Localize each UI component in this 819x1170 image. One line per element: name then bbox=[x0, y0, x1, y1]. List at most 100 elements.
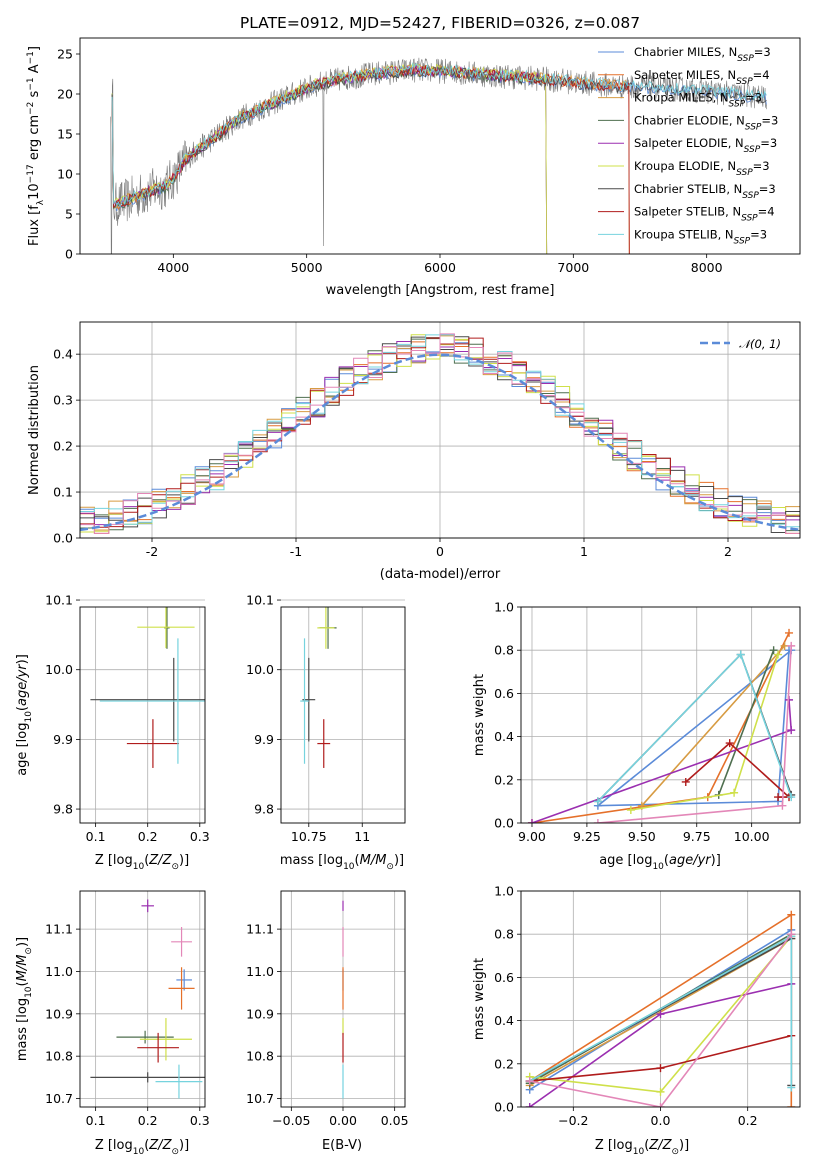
y-tick-label: 10.8 bbox=[45, 1049, 73, 1064]
y-tick-label: 0.6 bbox=[494, 686, 514, 701]
weight-marker bbox=[527, 819, 536, 823]
weight-marker bbox=[787, 1083, 796, 1092]
legend-residuals: 𝒩(0, 1) bbox=[700, 337, 781, 351]
y-axis-label: mass weight bbox=[472, 674, 487, 756]
weight-marker bbox=[778, 801, 787, 810]
y-tick-label: 11.0 bbox=[246, 964, 274, 979]
weight-marker bbox=[593, 819, 602, 823]
x-axis-label: mass [log10(M/M⊙)] bbox=[280, 853, 404, 872]
gridlines-age-vs-mass bbox=[281, 599, 405, 823]
y-tick-label: 0.2 bbox=[494, 772, 514, 787]
x-tick-label: 8000 bbox=[691, 260, 723, 275]
x-tick-label: 0.00 bbox=[329, 1113, 357, 1128]
normal-curve bbox=[80, 353, 800, 532]
errorbar-point bbox=[99, 638, 205, 764]
errorbar-point bbox=[390, 539, 399, 553]
y-tick-label: 1.0 bbox=[494, 884, 514, 899]
histogram-pink bbox=[80, 333, 800, 534]
axes-frame-age-vs-Z bbox=[79, 606, 206, 824]
legend-entry: Salpeter MILES, NSSP=4 bbox=[634, 68, 770, 87]
weight-marker bbox=[656, 1087, 665, 1096]
weight-marker bbox=[656, 1010, 665, 1019]
y-tick-label: 20 bbox=[57, 87, 73, 102]
spectrum-lines bbox=[110, 57, 767, 254]
axes-spectrum: 4000 5000 6000 7000 8000 0 5 10 15 20 25 bbox=[57, 47, 723, 276]
x-tick-label: 0.2 bbox=[138, 1113, 158, 1128]
y-tick-label: 0.4 bbox=[53, 347, 73, 362]
weight-marker bbox=[656, 1064, 665, 1073]
x-axis-label: wavelength [Angstrom, rest frame] bbox=[326, 283, 555, 298]
y-tick-label: 10 bbox=[57, 167, 73, 182]
x-tick-label: 10.00 bbox=[734, 829, 770, 844]
lines-weight-vs-Z bbox=[525, 910, 796, 1107]
y-tick-label: 25 bbox=[57, 47, 73, 62]
x-tick-label: 1 bbox=[580, 544, 588, 559]
weight-marker bbox=[736, 650, 745, 659]
x-tick-label: 0.3 bbox=[190, 1113, 210, 1128]
legend-entry: Salpeter ELODIE, NSSP=3 bbox=[634, 136, 777, 155]
weight-marker bbox=[774, 650, 783, 659]
x-tick-label: 6000 bbox=[424, 260, 456, 275]
errorbar-point bbox=[172, 556, 188, 584]
y-tick-label: 9.8 bbox=[254, 802, 274, 817]
weight-line-kroupa-miles bbox=[641, 645, 786, 807]
model-line-chabrier-elodie bbox=[111, 65, 548, 254]
weight-marker bbox=[626, 806, 635, 815]
weight-line-salpeter-miles bbox=[531, 632, 790, 823]
x-tick-label: 11 bbox=[354, 829, 370, 844]
x-tick-label: 4000 bbox=[157, 260, 189, 275]
legend-entry: Salpeter STELIB, NSSP=4 bbox=[634, 205, 775, 224]
axes-age-vs-Z: 0.1 0.2 0.3 9.8 9.9 10.0 10.1 bbox=[45, 593, 210, 844]
weight-marker bbox=[787, 726, 796, 735]
gridlines-mass-vs-Z bbox=[80, 891, 205, 1107]
y-tick-label: 15 bbox=[57, 127, 73, 142]
legend-entry: Chabrier ELODIE, NSSP=3 bbox=[634, 113, 778, 132]
x-axis-label: Z [log10(Z/Z⊙)] bbox=[595, 1138, 689, 1157]
y-tick-label: 9.9 bbox=[254, 732, 274, 747]
x-axis-label: Z [log10(Z/Z⊙)] bbox=[95, 853, 189, 872]
x-axis-label: age [log10(age/yr)] bbox=[599, 853, 721, 872]
axes-frame-age-vs-mass bbox=[280, 606, 406, 824]
y-tick-label: 0.2 bbox=[53, 439, 73, 454]
gridlines-weight-vs-Z bbox=[521, 890, 800, 1108]
model-line-kroupa-elodie bbox=[111, 62, 548, 254]
x-tick-label: 0.0 bbox=[651, 1113, 671, 1128]
x-tick-label: 0 bbox=[436, 544, 444, 559]
weight-marker bbox=[730, 788, 739, 797]
weight-line-chabrier-elodie bbox=[717, 649, 775, 796]
weight-marker bbox=[769, 646, 778, 655]
errorbar-point bbox=[317, 607, 335, 649]
x-tick-label: 2 bbox=[724, 544, 732, 559]
y-tick-label: 0.0 bbox=[494, 816, 514, 831]
axes-frame-mass-vs-Z bbox=[79, 890, 206, 1108]
y-tick-label: 0.2 bbox=[494, 1056, 514, 1071]
weight-line-chabrier-miles bbox=[595, 649, 792, 807]
y-tick-label: 0 bbox=[65, 247, 73, 262]
errorbar-point bbox=[116, 1030, 174, 1044]
legend-entry: Kroupa ELODIE, NSSP=3 bbox=[634, 159, 770, 178]
histogram-steps bbox=[80, 333, 800, 534]
y-tick-label: 10.7 bbox=[45, 1091, 73, 1106]
errorbar-point bbox=[317, 719, 331, 768]
y-tick-label: 0.3 bbox=[53, 393, 73, 408]
x-tick-label: 10.75 bbox=[291, 829, 327, 844]
y-tick-label: 11.1 bbox=[45, 922, 73, 937]
y-tick-label: 10.0 bbox=[246, 662, 274, 677]
gridlines-age-vs-Z bbox=[80, 599, 205, 823]
x-tick-label: 0.3 bbox=[190, 829, 210, 844]
axes-frame-weight-vs-age bbox=[520, 606, 801, 824]
x-axis-label: Z [log10(Z/Z⊙)] bbox=[95, 1138, 189, 1157]
errorbars-mass-vs-Z bbox=[90, 899, 205, 1099]
x-tick-label: 9.75 bbox=[683, 829, 711, 844]
x-axis-label: (data-model)/error bbox=[380, 567, 501, 582]
y-tick-label: 10.9 bbox=[45, 1006, 73, 1021]
weight-marker bbox=[656, 1103, 665, 1107]
x-tick-label: 0.05 bbox=[381, 1113, 409, 1128]
y-axis-label: age [log10(age/yr)] bbox=[15, 654, 34, 776]
y-axis-label: mass weight bbox=[472, 958, 487, 1040]
axes-frame-residuals bbox=[79, 321, 801, 539]
legend-entry: 𝒩(0, 1) bbox=[739, 337, 781, 351]
weight-marker bbox=[787, 641, 796, 650]
y-axis-label: mass [log10(M/M⊙)] bbox=[15, 937, 34, 1061]
